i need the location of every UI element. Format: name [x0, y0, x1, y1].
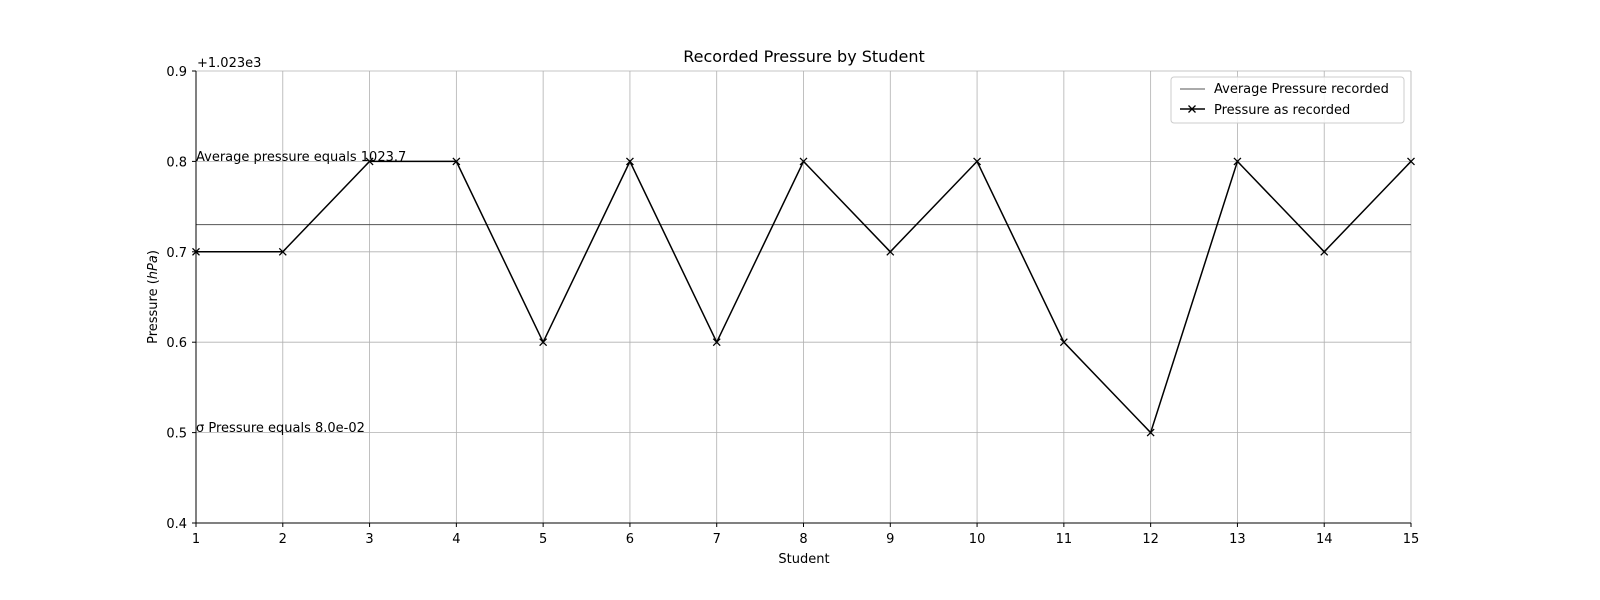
y-offset-label: +1.023e3 — [197, 56, 261, 71]
pressure-point-marker — [539, 338, 548, 347]
x-tick-label: 10 — [969, 532, 986, 547]
legend-frame — [1170, 76, 1405, 124]
pressure-point-marker — [973, 157, 982, 166]
x-tick-label: 2 — [279, 532, 287, 547]
series-layer — [192, 157, 1415, 437]
average-pressure-annotation: Average pressure equals 1023.7 — [196, 150, 406, 165]
y-axis-label: Pressure (hPa) — [146, 250, 161, 344]
pressure-point-marker — [1320, 247, 1329, 256]
chart-title: Recorded Pressure by Student — [683, 47, 924, 66]
pressure-point-marker — [1407, 157, 1415, 166]
y-tick-label: 0.8 — [166, 155, 187, 170]
grid — [195, 70, 1412, 524]
x-tick-label: 15 — [1403, 532, 1420, 547]
pressure-point-marker — [278, 247, 287, 256]
x-tick-label: 4 — [452, 532, 460, 547]
annotations: Average pressure equals 1023.7 σ Pressure… — [196, 150, 406, 436]
x-tick-label: 3 — [365, 532, 373, 547]
y-tick-label: 0.9 — [166, 65, 187, 80]
legend-label-average: Average Pressure recorded — [1214, 82, 1389, 97]
pressure-point-marker — [625, 157, 634, 166]
y-axis-label-unit: hPa — [146, 255, 161, 279]
y-tick-label: 0.5 — [166, 427, 187, 442]
y-tick-label: 0.6 — [166, 336, 187, 351]
x-tick-label: 13 — [1229, 532, 1246, 547]
x-axis-label: Student — [778, 552, 829, 567]
pressure-point-marker — [886, 247, 895, 256]
x-tick-label: 14 — [1316, 532, 1333, 547]
x-tick-label: 1 — [192, 532, 200, 547]
x-tick-label: 12 — [1142, 532, 1159, 547]
x-tick-label: 9 — [886, 532, 894, 547]
y-axis-label-prefix: Pressure ( — [146, 279, 161, 344]
x-tick-label: 5 — [539, 532, 547, 547]
pressure-point-marker — [799, 157, 808, 166]
x-tick-label: 11 — [1056, 532, 1073, 547]
legend-marker-recorded — [1188, 105, 1196, 113]
y-axis-label-suffix: ) — [146, 250, 161, 255]
y-tick-label: 0.7 — [166, 246, 187, 261]
pressure-point-marker — [1059, 338, 1068, 347]
pressure-point-marker — [1146, 428, 1155, 437]
pressure-point-marker — [452, 157, 461, 166]
x-tick-label: 7 — [713, 532, 721, 547]
legend-label-recorded: Pressure as recorded — [1214, 103, 1350, 118]
x-tick-label: 8 — [799, 532, 807, 547]
y-tick-label: 0.4 — [166, 517, 187, 532]
sigma-pressure-annotation: σ Pressure equals 8.0e-02 — [196, 421, 365, 436]
pressure-point-marker — [712, 338, 721, 347]
x-tick-label: 6 — [626, 532, 634, 547]
pressure-point-marker — [365, 157, 374, 166]
pressure-point-marker — [1233, 157, 1242, 166]
legend: Average Pressure recorded Pressure as re… — [1170, 76, 1405, 124]
ticks: 1 2 3 4 5 6 7 8 9 10 11 12 13 14 150.40.50.60.70.80.9 — [166, 65, 1419, 547]
